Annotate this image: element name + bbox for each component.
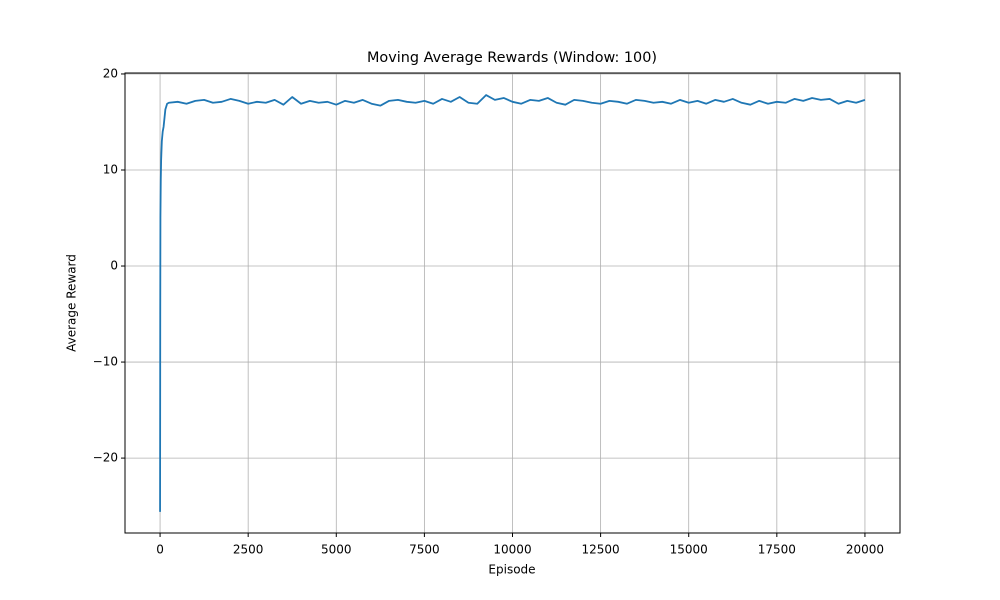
- x-axis-label: Episode: [488, 563, 535, 577]
- x-tick-label: 5000: [321, 543, 352, 557]
- x-tick-label: 15000: [670, 543, 708, 557]
- y-tick-label: −20: [93, 451, 118, 465]
- x-tick-label: 10000: [493, 543, 531, 557]
- x-tick-label: 2500: [233, 543, 264, 557]
- x-tick-label: 7500: [409, 543, 440, 557]
- x-tick-label: 17500: [758, 543, 796, 557]
- chart-title: Moving Average Rewards (Window: 100): [367, 50, 657, 66]
- plot-frame: [124, 72, 901, 534]
- y-axis-label: Average Reward: [65, 254, 79, 352]
- x-tick-label: 20000: [846, 543, 884, 557]
- x-tick-label: 0: [156, 543, 164, 557]
- y-tick-label: 20: [103, 66, 118, 80]
- line: [159, 94, 866, 512]
- y-tick-label: 0: [110, 259, 118, 273]
- y-tick-label: 10: [103, 162, 118, 176]
- y-tick-label: −10: [93, 355, 118, 369]
- x-tick-label: 12500: [582, 543, 620, 557]
